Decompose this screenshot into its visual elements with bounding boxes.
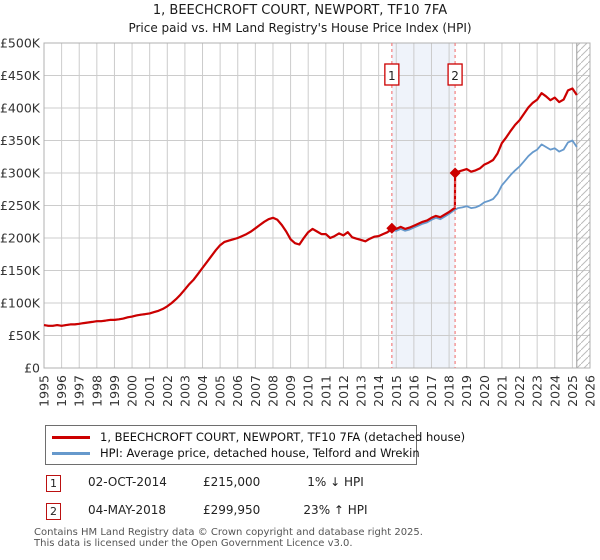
y-tick-label: £200K — [0, 231, 41, 246]
transaction-2-date: 04-MAY-2018 — [88, 503, 167, 517]
x-tick-label: 1999 — [107, 375, 122, 407]
hpi-line — [43, 139, 578, 327]
sale-1-flag-box — [384, 63, 400, 86]
x-tick-label: 2011 — [318, 375, 333, 407]
x-tick-label: 1995 — [37, 375, 52, 407]
transaction-row-2: 2 04-MAY-2018 £299,950 23% ↑ HPI — [0, 503, 600, 521]
legend-label-property: 1, BEECHCROFT COURT, NEWPORT, TF10 7FA (… — [100, 430, 466, 444]
footer-copyright-line: Contains HM Land Registry data © Crown c… — [34, 527, 423, 538]
x-tick-label: 2001 — [142, 375, 157, 407]
legend-row-property: 1, BEECHCROFT COURT, NEWPORT, TF10 7FA (… — [46, 429, 465, 445]
x-tick-label: 2023 — [530, 375, 545, 407]
sale-2-flag-box — [447, 63, 463, 86]
y-tick-label: £300K — [0, 166, 41, 181]
transaction-2-number-badge: 2 — [46, 503, 61, 520]
x-tick-label: 2016 — [406, 375, 421, 407]
legend-label-hpi: HPI: Average price, detached house, Telf… — [100, 446, 420, 460]
x-tick-label: 2003 — [177, 375, 192, 407]
sale-1-marker — [386, 222, 398, 234]
property-line-swatch — [52, 435, 90, 439]
x-tick-label: 2012 — [336, 375, 351, 407]
y-tick-label: £0 — [24, 361, 40, 376]
x-tick-label: 1997 — [72, 375, 87, 407]
x-tick-label: 2008 — [265, 375, 280, 407]
x-tick-label: 2005 — [213, 375, 228, 407]
license-footer: Contains HM Land Registry data © Crown c… — [34, 527, 423, 549]
plot-border — [43, 42, 591, 369]
x-tick-label: 2018 — [442, 375, 457, 407]
y-tick-label: £450K — [0, 68, 41, 83]
y-tick-label: £250K — [0, 198, 41, 213]
footer-licence-line: This data is licensed under the Open Gov… — [34, 537, 353, 549]
chart-title: 1, BEECHCROFT COURT, NEWPORT, TF10 7FA — [152, 3, 448, 18]
x-tick-label: 2010 — [301, 375, 316, 407]
transaction-1-date: 02-OCT-2014 — [88, 475, 167, 489]
x-tick-label: 2004 — [195, 375, 210, 407]
x-tick-label: 2007 — [248, 375, 263, 407]
x-tick-label: 2013 — [354, 375, 369, 407]
property-line — [43, 87, 578, 327]
x-tick-label: 2019 — [459, 375, 474, 407]
chart-subtitle: Price paid vs. HM Land Registry's House … — [128, 21, 472, 35]
x-tick-label: 2009 — [283, 375, 298, 407]
x-tick-label: 2024 — [547, 375, 562, 407]
transaction-1-price: £215,000 — [203, 475, 261, 489]
x-tick-label: 2022 — [512, 375, 527, 407]
price-chart-plot: 1 2 £0 £50K £100K £150K £200K £250K £300K £350K £4… — [0, 36, 598, 407]
chart-legend: 1, BEECHCROFT COURT, NEWPORT, TF10 7FA (… — [45, 425, 465, 465]
sale-2-marker — [449, 167, 461, 179]
x-tick-label: 2021 — [494, 375, 509, 407]
x-tick-label: 2000 — [125, 375, 140, 407]
sale-1-flag-number: 1 — [388, 69, 396, 83]
x-tick-label: 1998 — [89, 375, 104, 407]
y-tick-label: £350K — [0, 133, 41, 148]
x-tick-label: 2026 — [583, 375, 598, 407]
x-tick-label: 1996 — [54, 375, 69, 407]
x-tick-label: 2014 — [371, 375, 386, 407]
y-tick-label: £500K — [0, 36, 41, 51]
y-tick-label: £150K — [0, 263, 41, 278]
x-tick-label: 2020 — [477, 375, 492, 407]
x-tick-label: 2017 — [424, 375, 439, 407]
future-no-data-hatch — [576, 43, 590, 368]
y-tick-label: £100K — [0, 296, 41, 311]
transaction-1-number-badge: 1 — [46, 475, 61, 492]
transaction-2-price: £299,950 — [203, 503, 261, 517]
y-tick-label: £50K — [8, 328, 41, 343]
transaction-row-1: 1 02-OCT-2014 £215,000 1% ↓ HPI — [0, 475, 600, 493]
hpi-line-swatch — [52, 451, 90, 455]
legend-row-hpi: HPI: Average price, detached house, Telf… — [46, 445, 420, 461]
x-tick-label: 2006 — [230, 375, 245, 407]
transaction-1-hpi-delta: 1% ↓ HPI — [307, 475, 364, 489]
x-tick-label: 2025 — [565, 375, 580, 407]
y-tick-label: £400K — [0, 101, 41, 116]
sale-2-flag-number: 2 — [451, 69, 459, 83]
transaction-2-hpi-delta: 23% ↑ HPI — [303, 503, 368, 517]
x-tick-label: 2015 — [389, 375, 404, 407]
x-tick-label: 2002 — [160, 375, 175, 407]
